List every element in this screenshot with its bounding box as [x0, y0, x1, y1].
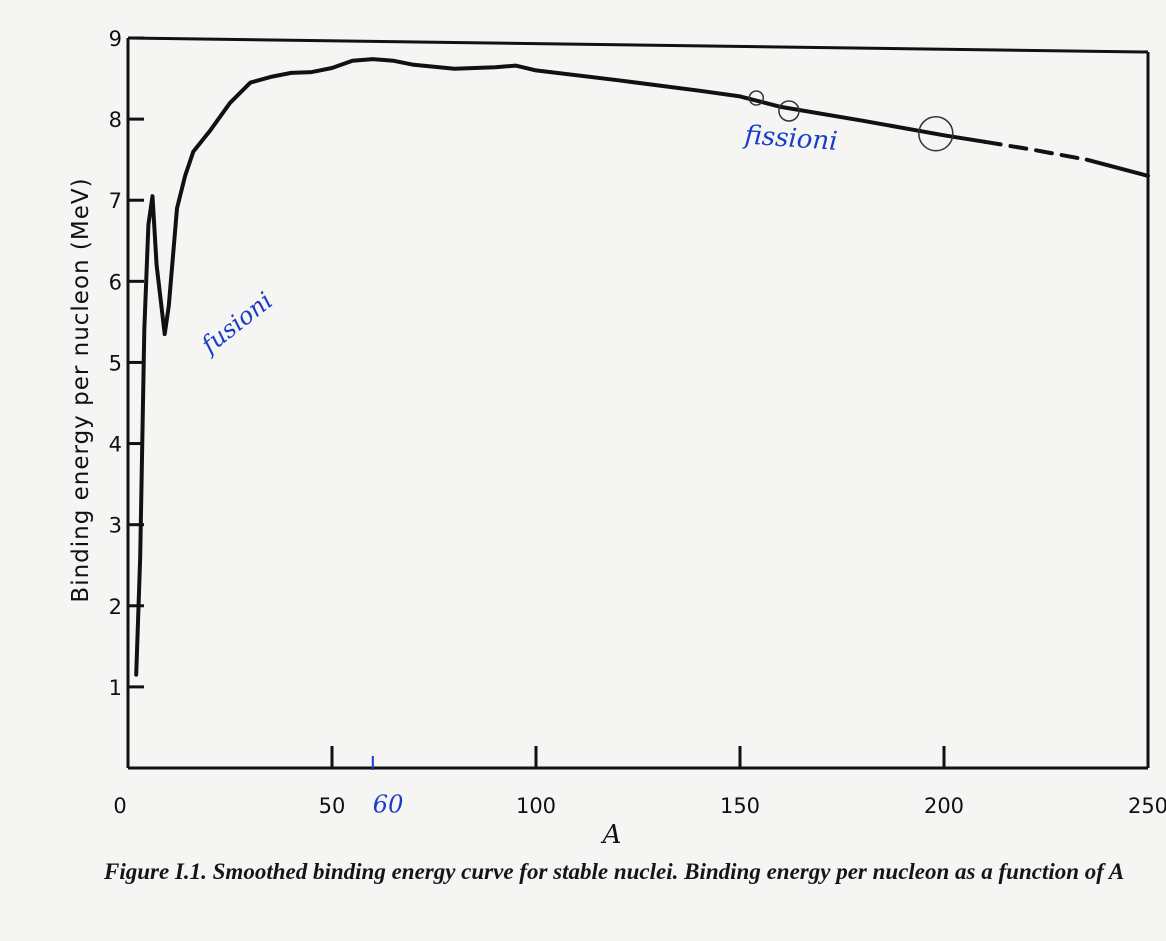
y-tick-label-8: 8 — [109, 108, 122, 132]
x-tick-label-50: 50 — [319, 794, 346, 818]
y-tick-label-6: 6 — [109, 270, 122, 294]
annotation-fissioni: fissioni — [742, 120, 839, 157]
plot-frame-top — [127, 36, 1149, 54]
binding-energy-curve-segment-1 — [134, 57, 987, 677]
y-tick-label-5: 5 — [109, 351, 122, 375]
y-tick-label-1: 1 — [109, 676, 122, 700]
y-tick-label-7: 7 — [109, 189, 122, 213]
annotation-fusioni: fusioni — [194, 287, 277, 361]
annotation-60: 60 — [373, 791, 404, 819]
y-tick-label-4: 4 — [109, 433, 122, 457]
x-tick-label-100: 100 — [516, 794, 556, 818]
pen-circle-mark-2 — [778, 100, 800, 122]
y-tick-label-3: 3 — [109, 514, 122, 538]
pen-circle-mark-1 — [748, 90, 765, 106]
binding-energy-curve-segment-3 — [1084, 157, 1150, 178]
y-axis-label: Binding energy per nucleon (MeV) — [68, 177, 94, 602]
x-tick-label-0: 0 — [113, 794, 126, 818]
x-tick-label-150: 150 — [720, 794, 760, 818]
x-tick-label-250: 250 — [1128, 794, 1166, 818]
figure-caption: Figure I.1. Smoothed binding energy curv… — [104, 859, 1125, 884]
x-tick-label-200: 200 — [924, 794, 964, 818]
y-tick-label-9: 9 — [109, 27, 122, 51]
x-axis-label: A — [601, 820, 622, 850]
y-tick-label-2: 2 — [109, 595, 122, 619]
pen-circle-mark-3 — [918, 115, 954, 152]
binding-energy-curve-segment-2 — [982, 139, 1089, 162]
